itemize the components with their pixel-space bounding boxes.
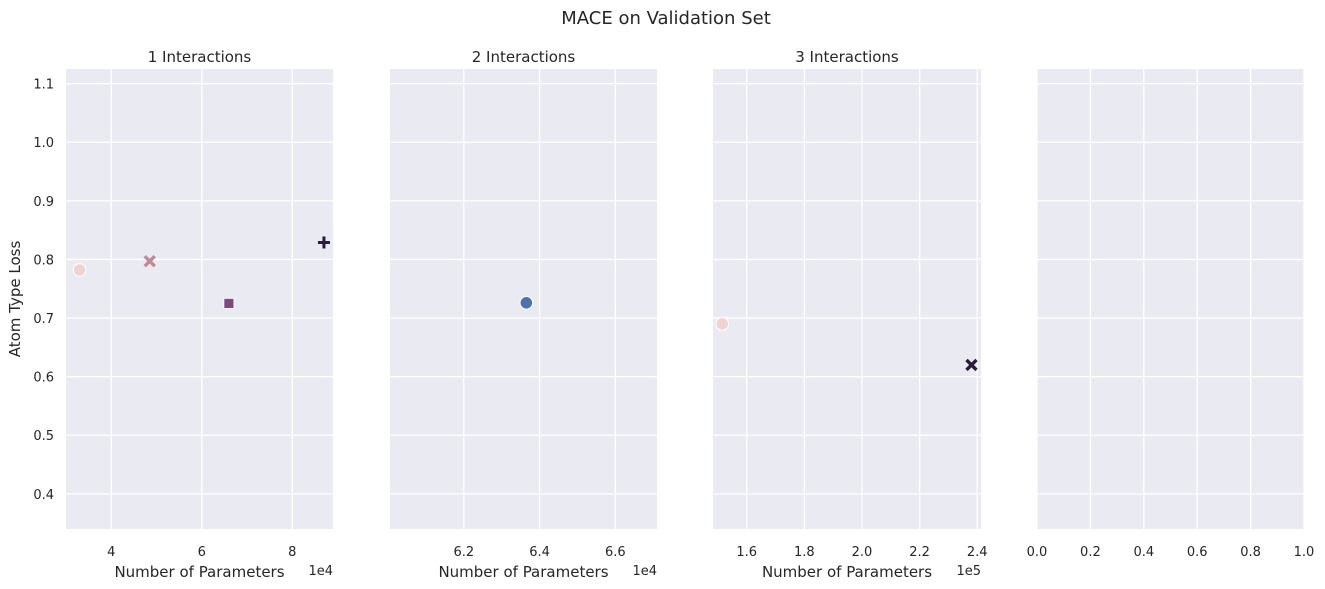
x-axis-label: Number of Parameters [438,563,608,581]
x-axis-label: Number of Parameters [762,563,932,581]
plot-area [713,69,981,529]
y-axis-label: Atom Type Loss [6,241,24,358]
x-tick-label: 0.6 [1187,545,1208,560]
x-tick-label: 0.2 [1080,545,1101,560]
data-point-circle [715,317,730,331]
x-tick-label: 4 [107,545,115,560]
y-tick-label: 0.5 [33,429,54,444]
x-tick-label: 2.2 [909,545,930,560]
y-tick-label: 0.9 [33,195,54,210]
data-point-square [223,297,235,309]
subplot-1: 4 6 8 0.4 0.5 0.6 0.7 0.8 0.9 1.0 1.1 1 Interaction… [6,48,333,581]
x-offset-label: 1e4 [308,564,333,579]
plot-area [66,69,333,529]
subplot-4: 0.0 0.2 0.4 0.6 0.8 1.0 [1027,69,1315,560]
x-tick-label: 2.4 [967,545,988,560]
data-point-x [965,358,978,372]
x-tick-label: 1.0 [1294,545,1315,560]
y-tick-label: 0.6 [33,371,54,386]
data-point-x [143,255,156,268]
subplot-2: 6.2 6.4 6.6 2 Interactions Number of Paramet… [390,48,657,581]
y-tick-label: 1.0 [33,136,54,151]
subplot-title: 2 Interactions [472,48,576,66]
data-point-circle [519,296,534,310]
y-tick-label: 0.4 [33,488,54,503]
x-tick-label: 6.2 [454,545,475,560]
data-point-circle [72,263,87,277]
y-tick-label: 0.7 [33,312,54,327]
subplot-3: 1.6 1.8 2.0 2.2 2.4 3 Interactions Number of P… [713,48,988,581]
x-tick-label: 6.6 [605,545,626,560]
x-tick-label: 1.6 [736,545,757,560]
x-offset-label: 1e4 [632,564,657,579]
figure-title: MACE on Validation Set [561,8,771,29]
x-tick-label: 0.8 [1240,545,1261,560]
subplot-title: 3 Interactions [795,48,899,66]
x-axis-label: Number of Parameters [114,563,284,581]
y-tick-label: 1.1 [33,78,54,93]
x-tick-label: 1.8 [794,545,815,560]
x-tick-label: 0.4 [1133,545,1154,560]
subplot-title: 1 Interactions [148,48,252,66]
plot-area [1037,69,1304,529]
x-tick-label: 8 [288,545,296,560]
x-offset-label: 1e5 [956,564,981,579]
y-tick-label: 0.8 [33,253,54,268]
data-point-plus [317,236,330,249]
x-tick-label: 0.0 [1027,545,1048,560]
x-tick-label: 6 [198,545,206,560]
x-tick-label: 2.0 [852,545,873,560]
x-tick-label: 6.4 [529,545,550,560]
